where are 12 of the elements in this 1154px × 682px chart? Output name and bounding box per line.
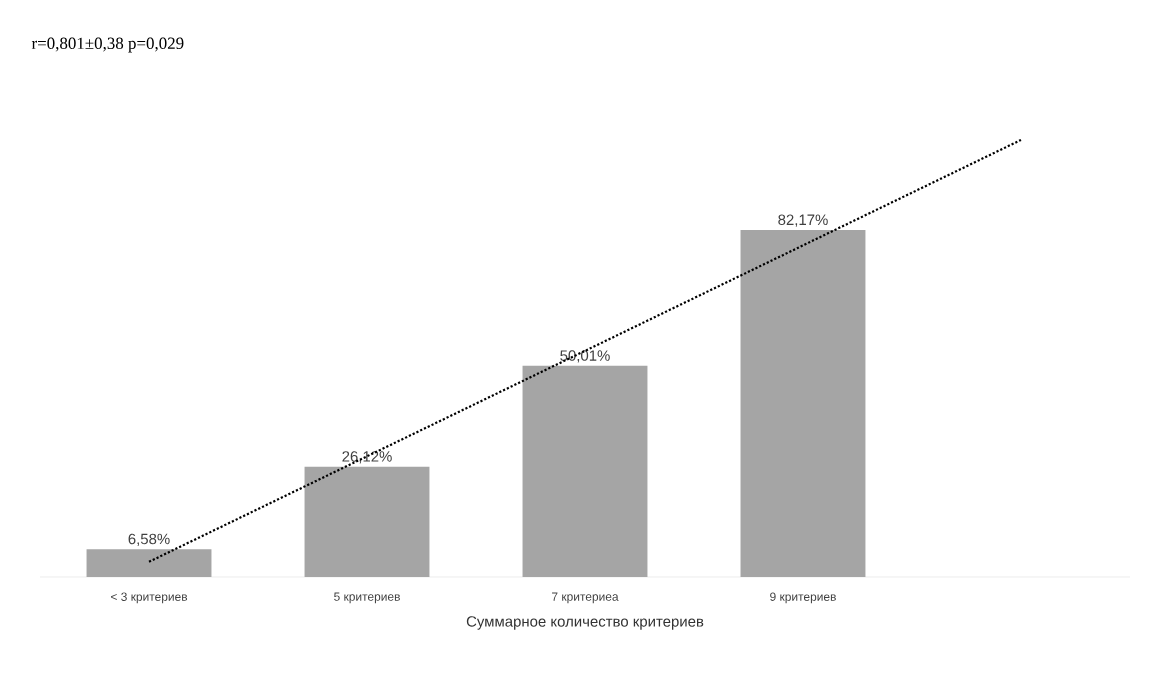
- bar: [522, 365, 648, 577]
- bar: [86, 549, 212, 577]
- x-tick-label: 9 критериев: [770, 592, 836, 604]
- x-tick-label: < 3 критериев: [111, 592, 188, 604]
- x-axis-title: Суммарное количество критериев: [466, 616, 704, 630]
- bar: [740, 230, 866, 577]
- data-label: 6,58%: [128, 533, 170, 546]
- x-tick-label: 5 критериев: [334, 592, 400, 604]
- text: r=0,801±0,38 p=0,029: [31, 37, 184, 53]
- data-label: 82,17%: [778, 214, 828, 227]
- x-tick-label: 7 критериеа: [552, 592, 619, 604]
- bar: [304, 466, 430, 577]
